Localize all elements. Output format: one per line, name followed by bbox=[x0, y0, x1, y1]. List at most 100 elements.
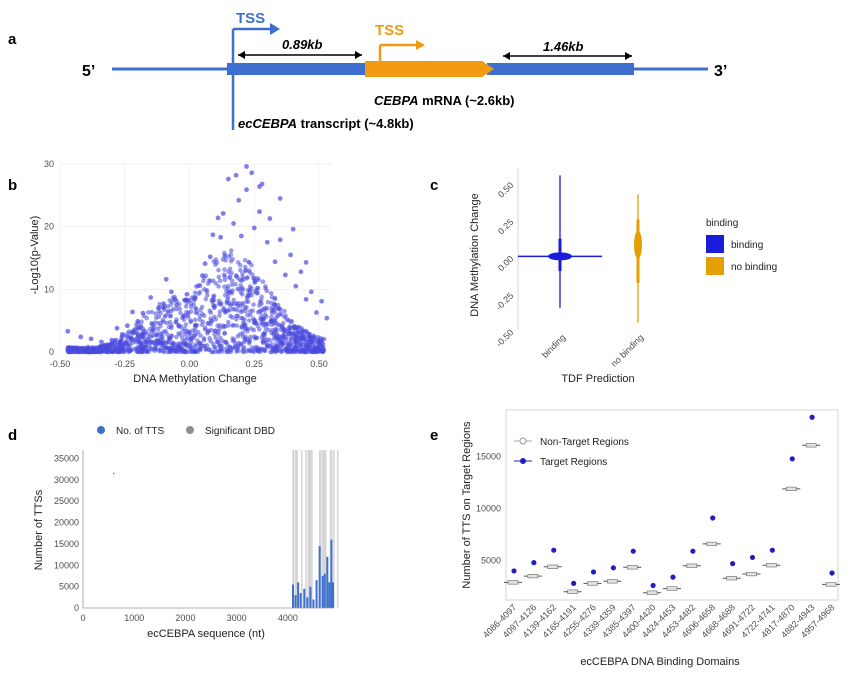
panel-b-cloud-point bbox=[225, 283, 231, 289]
panel-b-cloud-point bbox=[209, 349, 215, 355]
panel-b-cloud-point bbox=[242, 321, 247, 327]
panel-b-cloud-point bbox=[226, 319, 231, 325]
panel-b-cloud-point bbox=[257, 327, 262, 332]
tts-bar-11 bbox=[323, 573, 326, 608]
panel-b-points bbox=[65, 164, 330, 345]
panel-c: c 0.50 0.25 0.00 -0.25 -0.50 binding no bindi… bbox=[430, 168, 777, 385]
legend-non-target-marker bbox=[519, 437, 527, 445]
panel-b-point-13 bbox=[174, 302, 179, 308]
target-point-2 bbox=[551, 547, 557, 553]
non-target-box-3 bbox=[567, 589, 578, 594]
panel-b-point-32 bbox=[264, 239, 270, 245]
panel-b-cloud-point bbox=[230, 288, 235, 293]
panel-e-y-axis-title: Number of TTS on Target Regions bbox=[461, 421, 473, 589]
dist-right-label: 1.46kb bbox=[543, 39, 584, 54]
panel-e: e 5000 10000 15000 Non-Target Regions Targe… bbox=[430, 409, 840, 668]
panel-d-y-tick-label: 5000 bbox=[59, 582, 79, 592]
panel-b-cloud-point bbox=[181, 317, 187, 323]
panel-b-cloud-point bbox=[238, 315, 244, 321]
panel-d: d No. of TTS Significant DBD 0 1000 2000 300… bbox=[8, 426, 339, 640]
panel-b-cloud-point bbox=[153, 311, 158, 316]
panel-d-y-tick-label: 30000 bbox=[54, 475, 79, 485]
legend-non-target-label: Non-Target Regions bbox=[540, 437, 629, 448]
panel-b-cloud-point bbox=[198, 347, 203, 353]
panel-b-cloud-point bbox=[212, 332, 217, 337]
panel-b-cloud-point bbox=[234, 313, 239, 319]
panel-b-point-43 bbox=[319, 298, 325, 304]
panel-b-cloud-point bbox=[294, 325, 300, 331]
panel-b-cloud-point bbox=[248, 286, 254, 291]
legend-target-marker bbox=[520, 458, 526, 464]
panel-b-cloud-point bbox=[126, 349, 131, 354]
dbd-span-15 bbox=[333, 450, 335, 608]
panel-b-cloud-point bbox=[272, 310, 278, 315]
legend-significant-dbd-marker bbox=[186, 426, 194, 434]
panel-b-cloud-point bbox=[126, 329, 132, 334]
panel-b-cloud-point bbox=[225, 307, 231, 313]
panel-b-cloud-point bbox=[241, 349, 247, 355]
dbd-span-13 bbox=[324, 450, 327, 608]
panel-b-cloud-point bbox=[224, 299, 230, 305]
panel-b-point-47 bbox=[257, 184, 262, 189]
panel-b-cloud-point bbox=[212, 349, 218, 355]
tss-orange-label: TSS bbox=[375, 22, 404, 39]
panel-b-cloud-point bbox=[321, 347, 327, 353]
dist-left-label: 0.89kb bbox=[282, 37, 323, 52]
tts-bar-4 bbox=[303, 588, 306, 608]
panel-b-cloud-point bbox=[230, 256, 235, 262]
panel-b-cloud-point bbox=[212, 314, 217, 320]
target-point-16 bbox=[829, 570, 835, 576]
panel-b-cloud-point bbox=[203, 347, 209, 352]
panel-b-cloud-point bbox=[211, 293, 217, 299]
panel-b-cloud-point bbox=[272, 346, 277, 351]
panel-b-cloud-point bbox=[154, 315, 159, 321]
panel-b-cloud-point bbox=[221, 272, 227, 278]
panel-b-cloud-point bbox=[265, 299, 271, 305]
panel-b-cloud-point bbox=[229, 301, 234, 307]
panel-b-cloud-point bbox=[293, 339, 298, 344]
panel-b-point-15 bbox=[184, 291, 190, 297]
panel-b-cloud-point bbox=[247, 318, 252, 323]
panel-b-cloud-point bbox=[160, 317, 165, 323]
panel-b-cloud-point bbox=[260, 306, 266, 312]
panel-b-cloud-point bbox=[180, 328, 185, 334]
target-point-14 bbox=[789, 456, 795, 462]
panel-b-cloud-point bbox=[230, 338, 236, 344]
panel-b-cloud-point bbox=[174, 334, 179, 340]
panel-b-cloud-point bbox=[174, 306, 179, 312]
panel-b-point-24 bbox=[231, 221, 236, 226]
panel-b-cloud-point bbox=[215, 339, 220, 344]
panel-b-cloud-point bbox=[222, 254, 227, 259]
panel-b-cloud-point bbox=[246, 268, 252, 273]
panel-b-cloud-point bbox=[233, 274, 239, 279]
panel-b-cloud-point bbox=[314, 339, 320, 345]
panel-b-cloud-point bbox=[169, 333, 174, 339]
panel-b-point-42 bbox=[314, 310, 319, 315]
panel-b-point-9 bbox=[148, 295, 154, 300]
target-point-13 bbox=[769, 547, 775, 553]
tts-bar-2 bbox=[297, 582, 300, 608]
panel-b-cloud-point bbox=[235, 286, 240, 292]
panel-b-point-53 bbox=[290, 226, 296, 232]
panel-b-cloud-point bbox=[167, 319, 173, 325]
panel-b-cloud-point bbox=[211, 297, 217, 303]
panel-b-cloud-point bbox=[165, 304, 171, 309]
panel-b-cloud-point bbox=[213, 262, 218, 267]
panel-b-cloud-point bbox=[292, 349, 297, 355]
panel-b-cloud-point bbox=[193, 306, 199, 312]
panel-c-y-tick-label: -0.25 bbox=[494, 291, 516, 313]
panel-b-cloud-point bbox=[183, 349, 188, 355]
panel-b-cloud-point bbox=[149, 334, 154, 339]
panel-b-cloud-point bbox=[282, 308, 287, 314]
panel-b-cloud-point bbox=[262, 332, 267, 337]
panel-b-cloud-point bbox=[276, 306, 282, 311]
panel-b-cloud-point bbox=[222, 284, 227, 290]
panel-b-cloud-point bbox=[217, 278, 223, 284]
panel-c-x-tick-label: no binding bbox=[609, 332, 645, 368]
non-target-box-14 bbox=[785, 486, 797, 492]
panel-b-cloud-point bbox=[244, 305, 249, 310]
panel-b-cloud-point bbox=[229, 282, 235, 288]
panel-b-cloud-point bbox=[165, 332, 170, 337]
panel-b-cloud-point bbox=[179, 324, 184, 330]
panel-b-cloud-point bbox=[144, 349, 149, 354]
